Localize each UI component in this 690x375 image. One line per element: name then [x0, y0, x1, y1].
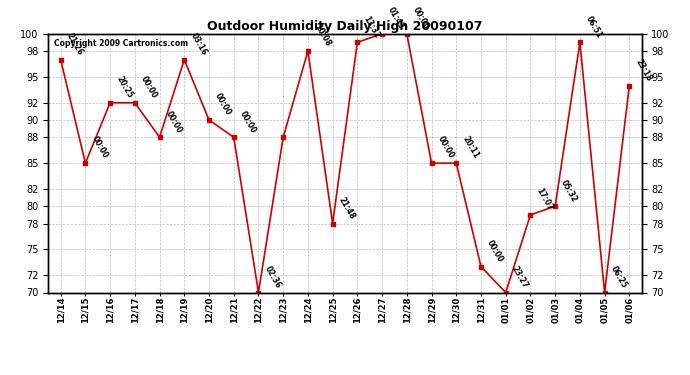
- Text: 01:43: 01:43: [386, 6, 406, 31]
- Text: 00:00: 00:00: [90, 135, 110, 160]
- Text: 13:32: 13:32: [362, 14, 382, 40]
- Text: 23:18: 23:18: [633, 57, 653, 83]
- Text: 02:36: 02:36: [263, 264, 282, 290]
- Text: 00:00: 00:00: [411, 6, 431, 31]
- Text: 10:08: 10:08: [312, 23, 332, 48]
- Text: 00:00: 00:00: [485, 238, 505, 264]
- Title: Outdoor Humidity Daily High 20090107: Outdoor Humidity Daily High 20090107: [207, 20, 483, 33]
- Text: 23:27: 23:27: [510, 264, 530, 290]
- Text: 06:25: 06:25: [609, 264, 629, 290]
- Text: 21:48: 21:48: [337, 195, 357, 221]
- Text: 06:51: 06:51: [584, 14, 604, 40]
- Text: 20:25: 20:25: [115, 75, 134, 100]
- Text: 00:00: 00:00: [139, 75, 159, 100]
- Text: 00:00: 00:00: [164, 109, 184, 135]
- Text: 05:32: 05:32: [560, 178, 579, 204]
- Text: 00:00: 00:00: [238, 109, 258, 135]
- Text: 20:11: 20:11: [460, 135, 480, 160]
- Text: Copyright 2009 Cartronics.com: Copyright 2009 Cartronics.com: [55, 39, 188, 48]
- Text: 17:07: 17:07: [535, 186, 555, 212]
- Text: 00:00: 00:00: [435, 135, 455, 160]
- Text: 00:00: 00:00: [213, 92, 233, 117]
- Text: 03:16: 03:16: [188, 32, 208, 57]
- Text: 21:26: 21:26: [65, 32, 85, 57]
